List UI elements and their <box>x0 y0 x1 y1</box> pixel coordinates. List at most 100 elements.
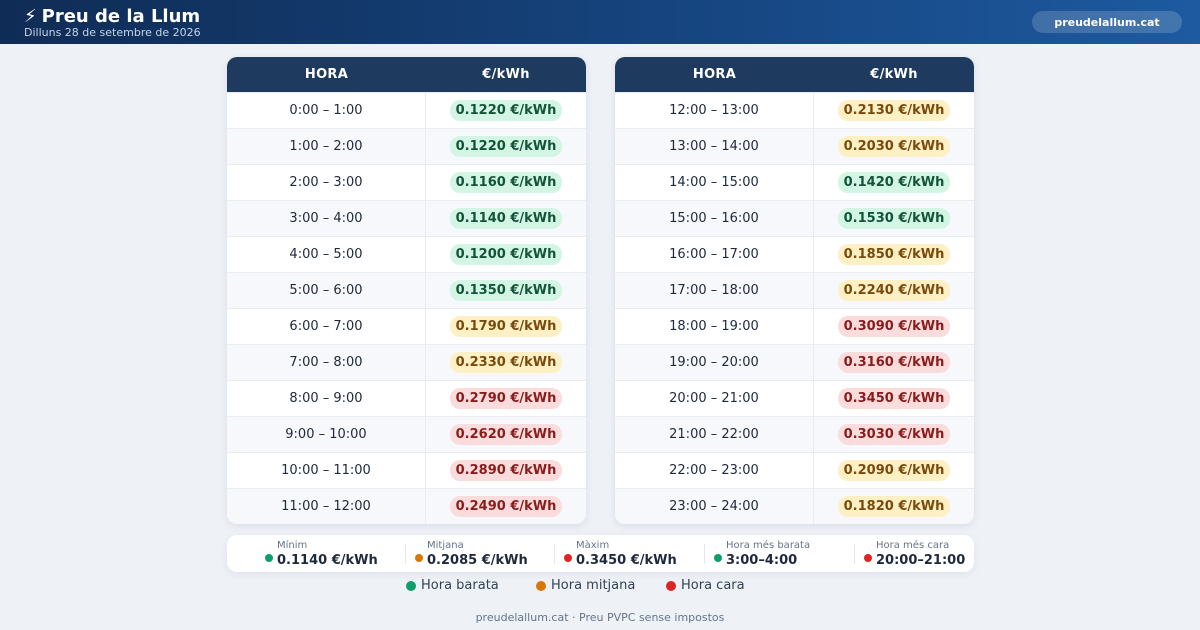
price-badge: 0.1220 €/kWh <box>449 100 563 121</box>
price-badge: 0.1420 €/kWh <box>837 172 951 193</box>
hour-cell: 23:00 – 24:00 <box>615 489 814 524</box>
hour-cell: 14:00 – 15:00 <box>615 165 814 200</box>
price-cell: 0.3090 €/kWh <box>814 309 974 344</box>
price-cell: 0.2790 €/kWh <box>426 381 586 416</box>
table-header: HORA €/kWh <box>615 57 974 92</box>
column-header-hour: HORA <box>692 67 737 82</box>
page-title: ⚡ Preu de la Llum <box>24 6 200 27</box>
price-badge: 0.3090 €/kWh <box>837 316 951 337</box>
table-row: 1:00 – 2:00 0.1220 €/kWh <box>227 128 586 164</box>
table-row: 4:00 – 5:00 0.1200 €/kWh <box>227 236 586 272</box>
stat-divider <box>854 544 855 564</box>
price-cell: 0.2090 €/kWh <box>814 453 974 488</box>
price-badge: 0.2030 €/kWh <box>837 136 951 157</box>
price-cell: 0.1820 €/kWh <box>814 489 974 524</box>
price-cell: 0.2130 €/kWh <box>814 93 974 128</box>
price-cell: 0.1850 €/kWh <box>814 237 974 272</box>
table-body: 12:00 – 13:00 0.2130 €/kWh 13:00 – 14:00 0.… <box>615 92 974 524</box>
table-row: 3:00 – 4:00 0.1140 €/kWh <box>227 200 586 236</box>
stat-value: 0.3450 €/kWh <box>576 553 677 568</box>
stat-label: Mitjana <box>427 540 464 551</box>
column-header-hour: HORA <box>304 67 349 82</box>
hour-cell: 18:00 – 19:00 <box>615 309 814 344</box>
stat-divider <box>554 544 555 564</box>
stat-value: 0.1140 €/kWh <box>277 553 378 568</box>
status-dot-icon <box>265 554 273 562</box>
price-badge: 0.2330 €/kWh <box>449 352 563 373</box>
table-header: HORA €/kWh <box>227 57 586 92</box>
site-link-button[interactable]: preudelallum.cat <box>1032 11 1182 33</box>
stat-value: 20:00–21:00 <box>876 553 966 568</box>
price-badge: 0.1350 €/kWh <box>449 280 563 301</box>
table-row: 19:00 – 20:00 0.3160 €/kWh <box>615 344 974 380</box>
hour-cell: 0:00 – 1:00 <box>227 93 426 128</box>
legend-label: Hora mitjana <box>551 578 636 593</box>
price-badge: 0.1160 €/kWh <box>449 172 563 193</box>
table-row: 16:00 – 17:00 0.1850 €/kWh <box>615 236 974 272</box>
hour-cell: 10:00 – 11:00 <box>227 453 426 488</box>
price-cell: 0.2620 €/kWh <box>426 417 586 452</box>
hour-cell: 4:00 – 5:00 <box>227 237 426 272</box>
column-header-price: €/kWh <box>482 67 530 82</box>
legend-dot-icon <box>666 581 676 591</box>
hour-cell: 8:00 – 9:00 <box>227 381 426 416</box>
hour-cell: 3:00 – 4:00 <box>227 201 426 236</box>
stats-summary-bar: Mínim 0.1140 €/kWh Mitjana 0.2085 €/kWh Màxi… <box>227 535 974 572</box>
price-cell: 0.1220 €/kWh <box>426 93 586 128</box>
legend-dot-icon <box>536 581 546 591</box>
hour-cell: 19:00 – 20:00 <box>615 345 814 380</box>
table-row: 8:00 – 9:00 0.2790 €/kWh <box>227 380 586 416</box>
page-title-text: Preu de la Llum <box>41 6 201 27</box>
price-badge: 0.3030 €/kWh <box>837 424 951 445</box>
hour-cell: 11:00 – 12:00 <box>227 489 426 524</box>
price-cell: 0.2890 €/kWh <box>426 453 586 488</box>
status-dot-icon <box>415 554 423 562</box>
table-row: 9:00 – 10:00 0.2620 €/kWh <box>227 416 586 452</box>
price-cell: 0.1350 €/kWh <box>426 273 586 308</box>
price-badge: 0.2490 €/kWh <box>449 496 563 517</box>
price-badge: 0.1200 €/kWh <box>449 244 563 265</box>
legend-label: Hora barata <box>421 578 499 593</box>
stat-label: Mínim <box>277 540 308 551</box>
price-cell: 0.1530 €/kWh <box>814 201 974 236</box>
price-legend: Hora barata Hora mitjana Hora cara <box>0 578 1200 594</box>
hour-cell: 16:00 – 17:00 <box>615 237 814 272</box>
stat-value: 3:00–4:00 <box>726 553 798 568</box>
price-cell: 0.1200 €/kWh <box>426 237 586 272</box>
price-cell: 0.1420 €/kWh <box>814 165 974 200</box>
price-cell: 0.3160 €/kWh <box>814 345 974 380</box>
table-row: 13:00 – 14:00 0.2030 €/kWh <box>615 128 974 164</box>
hour-cell: 22:00 – 23:00 <box>615 453 814 488</box>
price-cell: 0.1140 €/kWh <box>426 201 586 236</box>
table-row: 0:00 – 1:00 0.1220 €/kWh <box>227 92 586 128</box>
legend-label: Hora cara <box>681 578 745 593</box>
table-row: 5:00 – 6:00 0.1350 €/kWh <box>227 272 586 308</box>
hour-cell: 6:00 – 7:00 <box>227 309 426 344</box>
hour-cell: 15:00 – 16:00 <box>615 201 814 236</box>
price-badge: 0.2620 €/kWh <box>449 424 563 445</box>
stat-divider <box>704 544 705 564</box>
table-row: 12:00 – 13:00 0.2130 €/kWh <box>615 92 974 128</box>
table-row: 22:00 – 23:00 0.2090 €/kWh <box>615 452 974 488</box>
stat-label: Hora més barata <box>726 540 811 551</box>
hour-cell: 5:00 – 6:00 <box>227 273 426 308</box>
app-header: ⚡ Preu de la Llum Dilluns 28 de setembre … <box>0 0 1200 44</box>
price-badge: 0.2890 €/kWh <box>449 460 563 481</box>
hour-cell: 9:00 – 10:00 <box>227 417 426 452</box>
stat-value: 0.2085 €/kWh <box>427 553 528 568</box>
column-header-price: €/kWh <box>870 67 918 82</box>
page-date: Dilluns 28 de setembre de 2026 <box>24 26 201 39</box>
price-badge: 0.1220 €/kWh <box>449 136 563 157</box>
hour-cell: 17:00 – 18:00 <box>615 273 814 308</box>
table-row: 11:00 – 12:00 0.2490 €/kWh <box>227 488 586 524</box>
price-cell: 0.3450 €/kWh <box>814 381 974 416</box>
hour-cell: 12:00 – 13:00 <box>615 93 814 128</box>
price-badge: 0.3450 €/kWh <box>837 388 951 409</box>
table-row: 7:00 – 8:00 0.2330 €/kWh <box>227 344 586 380</box>
table-row: 14:00 – 15:00 0.1420 €/kWh <box>615 164 974 200</box>
price-table-afternoon: HORA €/kWh 12:00 – 13:00 0.2130 €/kWh 13:0… <box>615 57 974 524</box>
status-dot-icon <box>714 554 722 562</box>
table-row: 2:00 – 3:00 0.1160 €/kWh <box>227 164 586 200</box>
price-cell: 0.2330 €/kWh <box>426 345 586 380</box>
price-badge: 0.2090 €/kWh <box>837 460 951 481</box>
